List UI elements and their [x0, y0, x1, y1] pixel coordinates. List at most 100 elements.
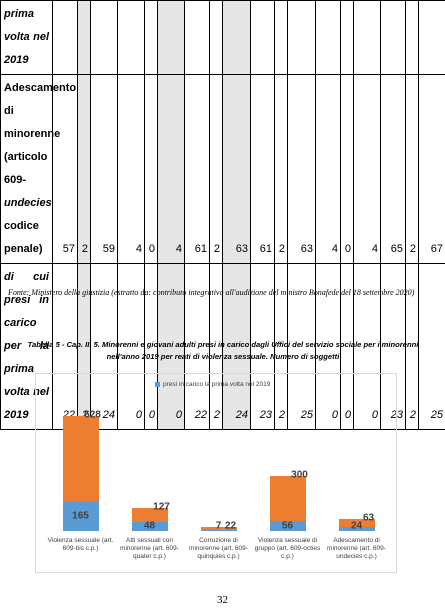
cell-value: 4 — [331, 243, 338, 255]
cell-value: 65 — [390, 243, 403, 255]
cell-value: 22 — [194, 409, 207, 421]
value-label: 63 — [362, 512, 375, 524]
cell: 65 — [380, 74, 406, 264]
caption: Tabella 5 - Cap. II. 5. Minorenni e giov… — [27, 340, 419, 361]
cell-value: 24 — [102, 409, 115, 421]
value-label: 56 — [281, 520, 294, 532]
cell — [117, 0, 145, 75]
cell-value: 2 — [278, 409, 285, 421]
legend-swatch — [155, 382, 160, 387]
x-tick-label: Corruzione di minorenne (art. 609-quinqu… — [189, 537, 248, 560]
cell — [405, 0, 419, 75]
cell: 4 — [117, 74, 145, 264]
cell-value: 2 — [81, 409, 88, 421]
cell-value: 23 — [259, 409, 272, 421]
row-label: prima volta nel 2019 — [0, 0, 53, 75]
cell-value: 2 — [409, 409, 416, 421]
legend: presi in carico la prima volta nel 2019 — [155, 381, 270, 388]
cell — [209, 0, 223, 75]
x-tick-label: Violenza sessuale (art. 609-bis c.p.) — [47, 537, 114, 552]
cell: 23 — [380, 263, 406, 430]
cell: 0 — [144, 74, 158, 264]
x-tick-label: Adescamento di minorenne (art. 609-undec… — [327, 537, 386, 560]
label-text: prima volta nel 2019 — [4, 8, 49, 66]
cell-value: 0 — [344, 409, 351, 421]
label-text: di cui presi in carico per la prima volt… — [4, 271, 49, 421]
cell — [144, 0, 158, 75]
page-number: 32 — [217, 594, 228, 606]
cell-value: 0 — [148, 409, 155, 421]
bar — [200, 529, 237, 531]
table-row: di cui presi in carico per la prima volt… — [0, 263, 445, 430]
cell — [250, 0, 275, 75]
row-label: di cui presi in carico per la prima volt… — [0, 263, 53, 430]
cell-value: 61 — [259, 243, 272, 255]
cell — [418, 0, 445, 75]
value-label: 24 — [350, 520, 363, 532]
cell-value: 67 — [430, 243, 443, 255]
cell: 24 — [90, 263, 118, 430]
cell-value: 25 — [300, 409, 313, 421]
bar — [338, 519, 375, 531]
value-label: 7 — [215, 520, 222, 532]
cell-value: 2 — [81, 243, 88, 255]
bar — [62, 500, 99, 531]
bar — [200, 526, 237, 531]
value-label: 165 — [72, 510, 89, 522]
cell: 4 — [315, 74, 341, 264]
value-label: 48 — [143, 520, 156, 532]
bar — [269, 520, 306, 531]
cell: 2 — [77, 74, 91, 264]
cell: 2 — [405, 74, 419, 264]
cell: 59 — [90, 74, 118, 264]
cell: 63 — [222, 74, 251, 264]
cell — [222, 0, 251, 75]
cell: 0 — [157, 263, 185, 430]
cell-value: 0 — [135, 409, 142, 421]
chart: 628 165 Violenza sessuale (art. 609-bis c.… — [35, 373, 397, 573]
cell — [287, 0, 316, 75]
label-text: codice penale) — [4, 220, 43, 255]
cell: 4 — [353, 74, 381, 264]
bar — [338, 526, 375, 531]
cell — [184, 0, 210, 75]
cell-value: 63 — [300, 243, 313, 255]
cell — [340, 0, 354, 75]
cell — [274, 0, 288, 75]
table-row: Adescamento di minorenne (articolo 609- u… — [0, 74, 445, 264]
cell-value: 4 — [175, 243, 182, 255]
cell-value: 2 — [409, 243, 416, 255]
table-row: prima volta nel 2019 — [0, 0, 445, 75]
cell: 2 — [274, 74, 288, 264]
x-tick-label: Atti sessuali con minorenne (art. 609-qu… — [120, 537, 179, 560]
value-label: 628 — [84, 409, 101, 421]
cell: 57 — [52, 74, 78, 264]
cell-value: 24 — [235, 409, 248, 421]
cell-value: 57 — [62, 243, 75, 255]
value-label: 22 — [224, 520, 237, 532]
cell — [315, 0, 341, 75]
cell: 2 — [77, 263, 91, 430]
cell: 63 — [287, 74, 316, 264]
cell-value: 2 — [278, 243, 285, 255]
cell — [90, 0, 118, 75]
cell-value: 59 — [102, 243, 115, 255]
label-text: undecies — [4, 197, 52, 209]
bar — [131, 522, 168, 531]
cell-value: 0 — [148, 243, 155, 255]
value-label: 127 — [153, 501, 170, 513]
value-label: 300 — [291, 469, 308, 481]
cell: 0 — [340, 74, 354, 264]
cell-value: 4 — [135, 243, 142, 255]
cell-value: 4 — [371, 243, 378, 255]
cell-value: 25 — [430, 409, 443, 421]
cell-value: 2 — [213, 243, 220, 255]
cell: 0 — [117, 263, 145, 430]
row-label: Adescamento di minorenne (articolo 609- u… — [0, 74, 76, 264]
legend-label: presi in carico la prima volta nel 2019 — [163, 381, 271, 388]
cell: 24 — [222, 263, 251, 430]
cell — [157, 0, 185, 75]
source-note: Fonte: Ministero della giustizia (estrat… — [8, 288, 415, 297]
data-table: prima volta nel 2019 Adescamento di minor… — [0, 0, 445, 430]
